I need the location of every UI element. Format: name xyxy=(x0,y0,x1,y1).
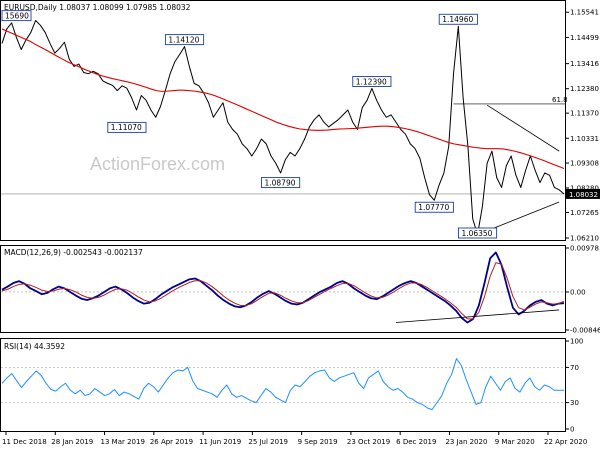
x-tick-label: 28 Jan 2019 xyxy=(51,438,93,446)
x-tick-label: 23 Oct 2019 xyxy=(347,438,390,446)
macd-panel-frame xyxy=(0,245,566,333)
main-panel-frame xyxy=(0,0,566,241)
main-y-tick-label: 1.08280 xyxy=(570,184,599,192)
price-annotation-box xyxy=(352,76,392,87)
price-annotation-label: 15690 xyxy=(5,11,29,20)
price-annotation-label: 1.14120 xyxy=(168,35,199,44)
macd-title: MACD(12,26,9) -0.002543 -0.002137 xyxy=(4,248,143,257)
price-annotation-label: 1.07770 xyxy=(418,203,449,212)
main-series-ema-line xyxy=(1,28,565,170)
main-y-tick-label: 1.11370 xyxy=(570,110,599,118)
price-annotation-label: 1.12390 xyxy=(356,77,387,86)
price-annotation-label: 1.06350 xyxy=(461,229,492,238)
current-price-label: 1.08032 xyxy=(569,191,598,199)
x-tick-label: 9 Mar 2020 xyxy=(495,438,535,446)
rsi-y-tick-label: 100 xyxy=(570,338,583,346)
price-annotation-label: 1.11070 xyxy=(111,123,142,132)
x-tick-label: 26 Apr 2019 xyxy=(150,438,193,446)
trendline-main-1 xyxy=(486,104,560,152)
main-y-tick-label: 1.13416 xyxy=(570,60,599,68)
macd-y-tick-label: 0.00978 xyxy=(570,245,599,253)
price-annotation-box xyxy=(164,34,205,46)
price-annotation-box xyxy=(261,177,301,189)
series-layer xyxy=(1,19,565,411)
rsi-y-tick-label: 70 xyxy=(570,364,579,372)
price-annotation-box xyxy=(1,10,32,22)
rsi-title: RSI(14) 44.3592 xyxy=(4,342,65,351)
main-y-tick-label: 1.06210 xyxy=(570,235,599,243)
rsi-panel-frame xyxy=(0,338,566,432)
price-annotation-label: 1.14960 xyxy=(442,15,473,24)
x-tick-label: 23 Jan 2020 xyxy=(445,438,487,446)
main-chart-title: EURUSD,Daily 1.08037 1.08099 1.07985 1.0… xyxy=(4,3,191,12)
rsi-y-tick-label: 30 xyxy=(570,399,579,407)
macd-series-macd-line xyxy=(1,251,565,324)
trendline-macd-2 xyxy=(395,309,560,323)
macd-y-tick-label: -0.008464 xyxy=(570,327,600,335)
macd-series-signal-line xyxy=(1,262,565,320)
x-tick-label: 13 Mar 2019 xyxy=(101,438,145,446)
price-annotation-label: 1.08790 xyxy=(264,178,295,187)
fib-618-label: 61.8 xyxy=(552,96,568,104)
price-annotation-box xyxy=(107,121,147,133)
x-tick-label: 9 Sep 2019 xyxy=(298,438,338,446)
current-price-box xyxy=(566,188,600,199)
price-annotation-box xyxy=(438,13,478,25)
main-y-tick-label: 1.10331 xyxy=(570,135,599,143)
x-tick-label: 22 Apr 2020 xyxy=(544,438,587,446)
annotation-layer: 61.8 15690 1.14120 1.11070 1.08790 1.12390 1.0… xyxy=(1,10,568,323)
watermark: ActionForex.com xyxy=(90,154,225,174)
price-annotation-box xyxy=(414,201,454,213)
x-tick-label: 25 Jul 2019 xyxy=(248,438,288,446)
main-y-tick-label: 1.12380 xyxy=(570,85,599,93)
main-series-eurusd-line xyxy=(1,19,565,236)
x-tick-label: 11 Jun 2019 xyxy=(199,438,241,446)
main-y-tick-label: 1.15541 xyxy=(570,9,599,17)
x-tick-label: 11 Dec 2018 xyxy=(2,438,47,446)
rsi-series-rsi-line xyxy=(1,358,564,411)
main-y-tick-label: 1.07265 xyxy=(570,209,599,217)
rsi-y-tick-label: 0 xyxy=(570,426,574,434)
price-annotation-box xyxy=(457,227,498,239)
main-y-tick-label: 1.09308 xyxy=(570,160,599,168)
axes-layer: 1.15541 1.14499 1.13416 1.12380 1.11370 1.103… xyxy=(2,9,600,446)
main-y-tick-label: 1.14499 xyxy=(570,34,599,42)
macd-y-tick-label: 0.00 xyxy=(570,288,586,296)
x-tick-label: 6 Dec 2019 xyxy=(396,438,436,446)
